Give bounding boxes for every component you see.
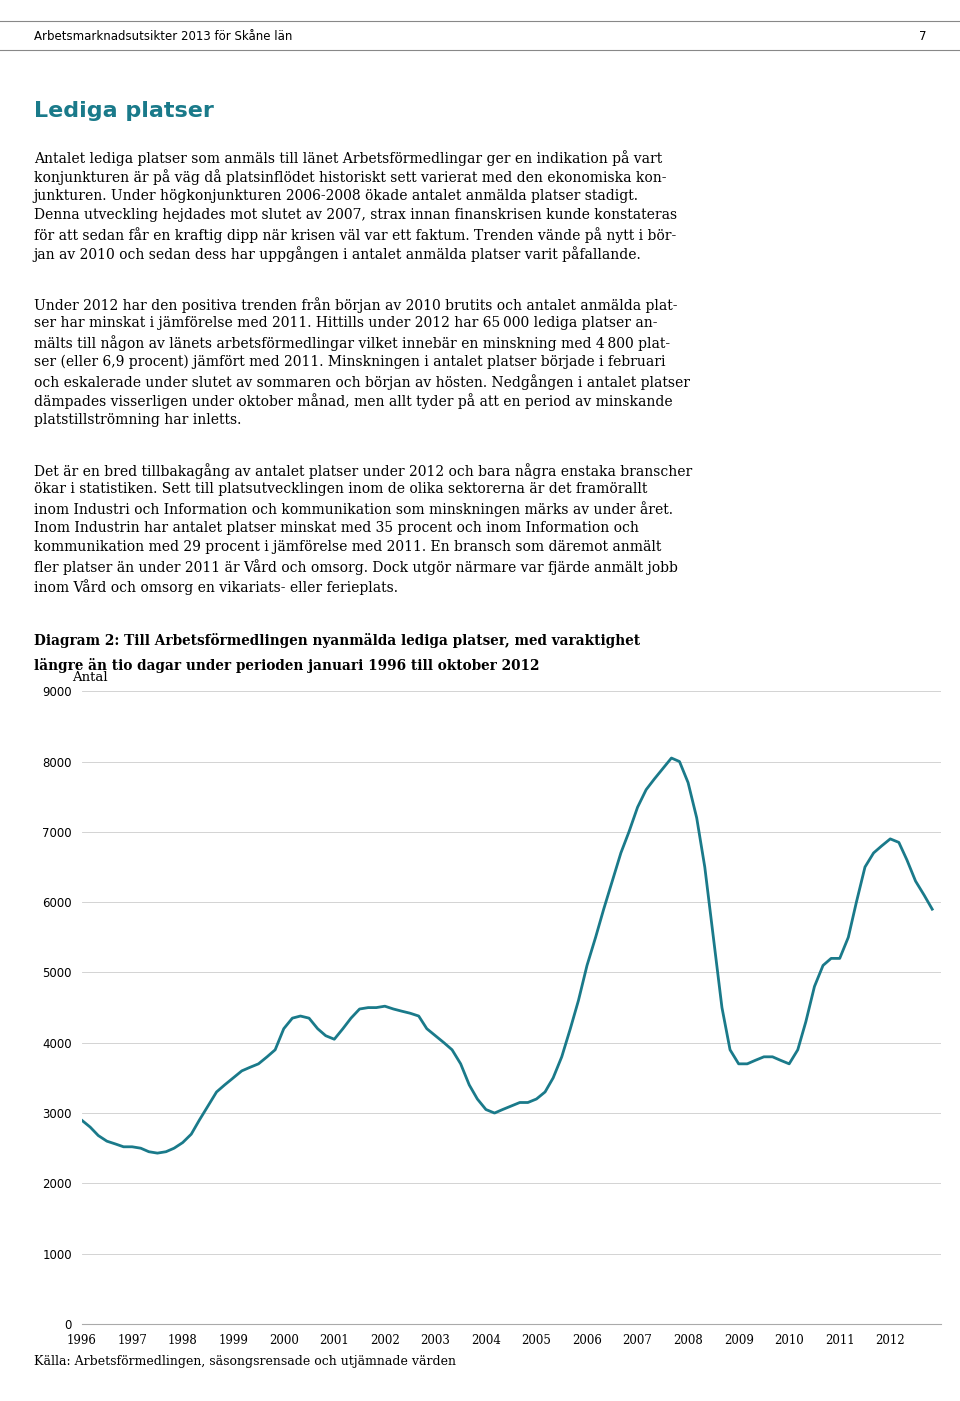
Text: Källa: Arbetsförmedlingen, säsongsrensade och utjämnade värden: Källa: Arbetsförmedlingen, säsongsrensad… xyxy=(34,1355,456,1367)
Text: längre än tio dagar under perioden januari 1996 till oktober 2012: längre än tio dagar under perioden janua… xyxy=(34,658,540,674)
Text: fler platser än under 2011 är Vård och omsorg. Dock utgör närmare var fjärde anm: fler platser än under 2011 är Vård och o… xyxy=(34,559,678,576)
Text: Lediga platser: Lediga platser xyxy=(34,101,213,120)
Text: kommunikation med 29 procent i jämförelse med 2011. En bransch som däremot anmäl: kommunikation med 29 procent i jämförels… xyxy=(34,541,661,555)
Text: mälts till någon av länets arbetsförmedlingar vilket innebär en minskning med 4 : mälts till någon av länets arbetsförmedl… xyxy=(34,335,670,352)
Text: för att sedan får en kraftig dipp när krisen väl var ett faktum. Trenden vände p: för att sedan får en kraftig dipp när kr… xyxy=(34,227,676,244)
Text: inom Industri och Information och kommunikation som minskningen märks av under å: inom Industri och Information och kommun… xyxy=(34,502,673,517)
Text: ser (eller 6,9 procent) jämfört med 2011. Minskningen i antalet platser började : ser (eller 6,9 procent) jämfört med 2011… xyxy=(34,354,665,368)
Text: och eskalerade under slutet av sommaren och början av hösten. Nedgången i antale: och eskalerade under slutet av sommaren … xyxy=(34,374,689,389)
Text: Denna utveckling hejdades mot slutet av 2007, strax innan finanskrisen kunde kon: Denna utveckling hejdades mot slutet av … xyxy=(34,207,677,221)
Text: konjunkturen är på väg då platsinflödet historiskt sett varierat med den ekonomi: konjunkturen är på väg då platsinflödet … xyxy=(34,170,666,185)
Text: Det är en bred tillbakagång av antalet platser under 2012 och bara några enstaka: Det är en bred tillbakagång av antalet p… xyxy=(34,462,692,479)
Text: Under 2012 har den positiva trenden från början av 2010 brutits och antalet anmä: Under 2012 har den positiva trenden från… xyxy=(34,297,677,312)
Text: Arbetsmarknadsutsikter 2013 för Skåne län: Arbetsmarknadsutsikter 2013 för Skåne lä… xyxy=(34,29,292,43)
Text: inom Vård och omsorg en vikariats- eller ferieplats.: inom Vård och omsorg en vikariats- eller… xyxy=(34,579,397,595)
Text: dämpades visserligen under oktober månad, men allt tyder på att en period av min: dämpades visserligen under oktober månad… xyxy=(34,394,672,409)
Text: Diagram 2: Till Arbetsförmedlingen nyanmälda lediga platser, med varaktighet: Diagram 2: Till Arbetsförmedlingen nyanm… xyxy=(34,633,639,649)
Text: platstillströmning har inletts.: platstillströmning har inletts. xyxy=(34,413,241,427)
Text: Antal: Antal xyxy=(72,671,108,684)
Text: junkturen. Under högkonjunkturen 2006-2008 ökade antalet anmälda platser stadigt: junkturen. Under högkonjunkturen 2006-20… xyxy=(34,189,638,203)
Text: ökar i statistiken. Sett till platsutvecklingen inom de olika sektorerna är det : ökar i statistiken. Sett till platsutvec… xyxy=(34,482,647,496)
Text: 7: 7 xyxy=(919,29,926,43)
Text: jan av 2010 och sedan dess har uppgången i antalet anmälda platser varit påfalla: jan av 2010 och sedan dess har uppgången… xyxy=(34,247,641,262)
Text: Antalet lediga platser som anmäls till länet Arbetsförmedlingar ger en indikatio: Antalet lediga platser som anmäls till l… xyxy=(34,150,661,165)
Text: ser har minskat i jämförelse med 2011. Hittills under 2012 har 65 000 lediga pla: ser har minskat i jämförelse med 2011. H… xyxy=(34,317,657,331)
Text: Inom Industrin har antalet platser minskat med 35 procent och inom Information o: Inom Industrin har antalet platser minsk… xyxy=(34,521,638,535)
